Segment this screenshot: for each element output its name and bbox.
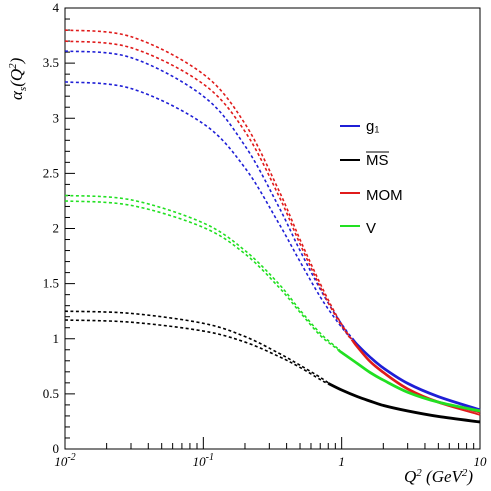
series-line-g1-lower-dashed: [64, 81, 354, 341]
plot-frame: [64, 7, 481, 450]
legend: g₁ MS MOM V: [340, 118, 403, 237]
legend-label-mom: MOM: [366, 187, 403, 204]
y-axis-title: αs(Q2): [7, 57, 29, 100]
x-axis-title: Q2 (GeV2): [404, 467, 473, 486]
y-tick-label: 4: [53, 0, 60, 15]
series-line-g1-lower-solid: [351, 339, 481, 412]
series-line-mom-lower-dashed: [64, 40, 354, 342]
axis-ticks: 0 0.5 1 1.5 2 2.5 3 3.5 4 10-2 10-1 1 10: [43, 0, 487, 469]
y-tick-label: 3: [53, 110, 60, 125]
series-layer: [64, 29, 481, 424]
series-line-msbar-upper-solid: [327, 382, 481, 423]
y-tick-label: 1.5: [43, 276, 59, 291]
x-tick-label: 1: [338, 454, 345, 469]
series-line-msbar-lower-solid: [327, 383, 481, 424]
series-line-v-lower-dashed: [64, 200, 340, 352]
y-tick-label: 3.5: [43, 55, 59, 70]
series-line-msbar-lower-dashed: [64, 319, 329, 385]
series-line-mom-upper-dashed: [64, 29, 354, 341]
series-line-v-upper-dashed: [64, 194, 340, 350]
series-line-v-lower-solid: [337, 349, 481, 413]
y-tick-label: 1: [53, 331, 60, 346]
legend-label-msbar: MS: [366, 152, 389, 169]
y-tick-label: 2.5: [43, 165, 59, 180]
x-tick-label: 10: [474, 454, 488, 469]
x-tick-label: 10-1: [193, 452, 214, 469]
series-line-v-upper-solid: [337, 348, 481, 412]
x-tick-label: 10-2: [54, 452, 75, 469]
legend-label-g1: g₁: [366, 118, 379, 135]
legend-label-v: V: [366, 220, 376, 237]
y-tick-label: 2: [53, 221, 60, 236]
series-line-msbar-upper-dashed: [64, 310, 329, 384]
y-tick-label: 0.5: [43, 386, 59, 401]
y-tick-label: 0: [53, 441, 60, 456]
series-line-g1-upper-dashed: [64, 50, 354, 339]
